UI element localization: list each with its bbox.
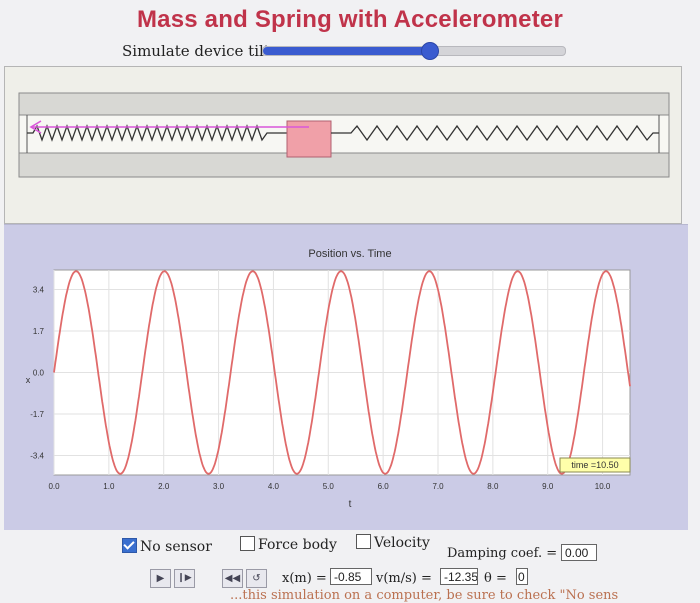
y-axis-label: x <box>26 375 31 385</box>
y-tick-label: 3.4 <box>33 286 45 295</box>
position-curve <box>53 270 631 475</box>
simulation-canvas <box>4 66 682 224</box>
control-bar: No sensor Force body Velocity Damping co… <box>0 528 700 601</box>
no-sensor-checkbox[interactable]: No sensor <box>122 538 212 555</box>
position-time-chart: Position vs. Time 0.0 1.0 2.0 3.0 4.0 5.0 6.0 7… <box>26 248 631 510</box>
v-readout-value: -12.35 <box>440 568 478 585</box>
reset-button[interactable]: ↺ <box>246 569 267 588</box>
time-readout: time =10.50 <box>571 460 618 470</box>
force-body-check-box[interactable] <box>240 536 255 551</box>
footer-note: ...this simulation on a computer, be sur… <box>230 588 619 603</box>
velocity-label: Velocity <box>374 535 430 551</box>
step-forward-button[interactable]: ❙▶ <box>174 569 195 588</box>
rewind-icon: ◀◀ <box>224 573 241 584</box>
damping-label: Damping coef. = <box>447 546 558 561</box>
theta-label: θ = <box>484 571 507 586</box>
play-icon: ▶ <box>156 573 165 584</box>
velocity-arrow-head <box>29 120 42 134</box>
step-forward-icon: ❙▶ <box>177 573 192 583</box>
x-axis-label: t <box>349 499 352 510</box>
right-spring <box>331 124 659 142</box>
tilt-label: Simulate device tilt: <box>122 42 275 60</box>
graph-panel: Position vs. Time 0.0 1.0 2.0 3.0 4.0 5.0 6.0 7… <box>4 224 688 530</box>
reset-icon: ↺ <box>252 573 261 584</box>
x-tick-label: 4.0 <box>268 482 280 491</box>
x-tick-label: 10.0 <box>595 482 611 491</box>
play-button[interactable]: ▶ <box>150 569 171 588</box>
y-tick-label: 0.0 <box>33 369 45 378</box>
x-tick-label: 2.0 <box>158 482 170 491</box>
tilt-slider-fill <box>263 47 430 55</box>
x-readout-value: -0.85 <box>330 568 372 585</box>
x-tick-label: 6.0 <box>378 482 390 491</box>
force-body-label: Force body <box>258 537 337 553</box>
y-tick-label: 1.7 <box>33 327 45 336</box>
velocity-check-box[interactable] <box>356 534 371 549</box>
time-readout-box <box>559 457 631 473</box>
no-sensor-check-box[interactable] <box>122 538 137 553</box>
tilt-slider[interactable] <box>262 42 566 60</box>
x-tick-label: 7.0 <box>432 482 444 491</box>
x-tick-label: 5.0 <box>323 482 335 491</box>
x-readout-label: x(m) = <box>282 571 327 586</box>
y-tick-label: -1.7 <box>30 410 44 419</box>
track-channel <box>18 114 670 154</box>
velocity-checkbox[interactable]: Velocity <box>356 534 430 551</box>
spring-mass-drawing <box>18 92 670 178</box>
v-readout-label: v(m/s) = <box>376 571 432 586</box>
x-tick-label: 0.0 <box>48 482 60 491</box>
damping-input[interactable]: 0.00 <box>561 544 597 561</box>
left-spring <box>27 124 287 142</box>
x-tick-label: 9.0 <box>542 482 554 491</box>
y-tick-label: -3.4 <box>30 451 44 460</box>
theta-value: 0 <box>516 568 528 585</box>
rewind-button[interactable]: ◀◀ <box>222 569 243 588</box>
chart-title: Position vs. Time <box>308 248 391 260</box>
tilt-slider-thumb[interactable] <box>421 42 440 60</box>
x-tick-label: 1.0 <box>103 482 115 491</box>
no-sensor-label: No sensor <box>140 539 212 555</box>
x-tick-label: 8.0 <box>487 482 499 491</box>
x-tick-label: 3.0 <box>213 482 225 491</box>
tick-labels: 0.0 1.0 2.0 3.0 4.0 5.0 6.0 7.0 8.0 9.0 10.0 3.4 1.7… <box>30 286 611 491</box>
app-title: Mass and Spring with Accelerometer <box>136 6 564 33</box>
force-body-checkbox[interactable]: Force body <box>240 536 337 553</box>
